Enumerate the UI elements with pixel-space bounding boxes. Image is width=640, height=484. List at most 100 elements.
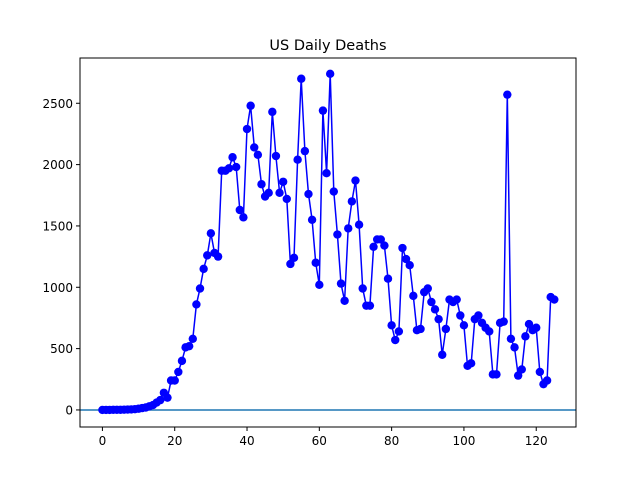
data-point — [499, 317, 508, 326]
x-tick-label: 80 — [384, 434, 399, 448]
data-point — [398, 243, 407, 253]
y-tick-label: 0 — [65, 403, 73, 417]
data-point — [315, 280, 324, 290]
data-point — [282, 194, 291, 204]
data-point — [506, 334, 516, 343]
data-point — [452, 295, 461, 304]
x-axis: 0 20 40 60 80 100 120 — [99, 427, 548, 448]
data-point — [344, 224, 353, 233]
data-point — [416, 324, 425, 334]
data-point — [286, 259, 295, 269]
data-point — [376, 235, 385, 244]
chart-title: US Daily Deaths — [269, 38, 386, 54]
data-point — [427, 297, 436, 307]
data-point — [336, 279, 346, 288]
data-point — [333, 230, 342, 239]
y-tick-label: 500 — [50, 342, 73, 356]
data-point — [195, 284, 205, 293]
data-point — [456, 311, 465, 320]
data-point — [354, 220, 364, 229]
x-tick-label: 20 — [167, 434, 182, 448]
y-tick-label: 2500 — [42, 97, 73, 111]
data-point — [192, 300, 201, 309]
data-point — [304, 189, 313, 199]
data-point — [311, 258, 320, 267]
data-point — [365, 301, 375, 310]
data-point — [517, 365, 526, 374]
data-point — [409, 291, 418, 301]
data-point — [188, 334, 197, 343]
data-point — [358, 284, 367, 293]
data-point — [318, 106, 328, 115]
x-tick-label: 60 — [312, 434, 327, 448]
y-tick-label: 1500 — [42, 219, 73, 233]
data-point — [513, 371, 523, 380]
y-tick-label: 1000 — [42, 281, 73, 295]
data-point — [174, 367, 183, 377]
data-point — [235, 205, 244, 215]
data-point — [438, 350, 447, 359]
data-point — [383, 274, 393, 283]
data-point — [257, 180, 266, 189]
y-tick-label: 2000 — [42, 158, 73, 172]
data-point — [405, 260, 414, 270]
data-point — [503, 90, 512, 99]
data-point — [492, 370, 501, 379]
series-line — [102, 73, 555, 411]
data-point — [228, 153, 237, 162]
data-point — [246, 101, 255, 110]
data-point — [322, 168, 331, 178]
data-point — [297, 74, 306, 83]
data-point — [369, 242, 378, 251]
data-point — [401, 254, 411, 264]
data-point — [524, 319, 534, 329]
data-point — [253, 150, 263, 159]
data-point — [250, 143, 259, 152]
data-point — [289, 253, 299, 263]
data-point — [535, 367, 545, 377]
axes-frame — [79, 57, 577, 428]
data-point — [532, 323, 541, 332]
data-point — [231, 162, 241, 172]
x-tick-label: 0 — [99, 434, 107, 448]
data-point — [441, 324, 451, 334]
data-point — [347, 197, 357, 206]
plot-area — [80, 69, 576, 415]
data-point — [278, 177, 288, 186]
data-point — [380, 241, 389, 250]
data-point — [156, 395, 165, 405]
x-tick-label: 120 — [525, 434, 548, 448]
data-point — [423, 284, 432, 293]
data-point — [300, 146, 310, 156]
x-tick-label: 40 — [239, 434, 254, 448]
data-point — [307, 215, 317, 225]
data-point — [170, 376, 179, 385]
data-point — [224, 164, 234, 173]
data-point — [510, 343, 519, 352]
data-point — [293, 155, 302, 164]
data-point — [434, 314, 443, 324]
x-tick-label: 100 — [452, 434, 475, 448]
data-point — [184, 341, 194, 351]
data-point — [239, 213, 248, 222]
data-point — [474, 311, 483, 320]
data-point — [268, 107, 277, 117]
data-point — [163, 393, 172, 402]
data-point — [430, 305, 440, 314]
y-axis: 0 500 1000 1500 2000 2500 — [42, 97, 80, 417]
data-point — [466, 359, 476, 368]
data-point — [391, 335, 400, 345]
data-point — [394, 327, 404, 336]
data-point — [213, 252, 223, 261]
data-point — [485, 327, 494, 336]
data-point — [459, 321, 469, 330]
data-point — [271, 151, 281, 161]
data-point — [550, 295, 559, 304]
data-point — [542, 376, 552, 385]
data-point — [387, 321, 396, 330]
data-point — [329, 187, 338, 196]
data-point — [206, 229, 216, 238]
data-point — [521, 332, 530, 341]
data-point — [242, 124, 252, 134]
